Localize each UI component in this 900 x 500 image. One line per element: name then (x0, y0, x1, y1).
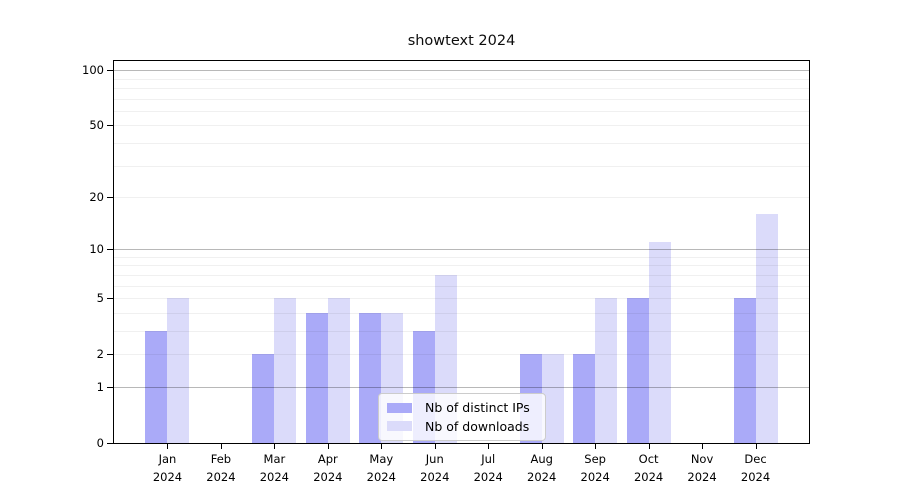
gridline-100 (114, 70, 809, 72)
x-tick-label-feb: Feb 2024 (206, 452, 236, 484)
bar-apr-downloads (327, 298, 350, 443)
gridline-70 (114, 98, 809, 100)
y-tick-label-2: 2 (96, 347, 104, 362)
y-tick-label-50: 50 (89, 118, 104, 133)
x-tick-label-nov: Nov 2024 (687, 452, 717, 484)
y-tick-5 (107, 298, 113, 300)
x-tick-label-oct: Oct 2024 (633, 452, 664, 484)
y-tick-2 (107, 354, 113, 356)
bar-oct-distinct-ips (626, 298, 649, 443)
gridline-40 (114, 142, 809, 144)
gridline-7 (114, 274, 809, 276)
gridline-6 (114, 285, 809, 287)
x-tick-nov (702, 444, 704, 449)
x-tick-label-aug: Aug 2024 (527, 452, 557, 484)
x-tick-label-jun: Jun 2024 (420, 452, 450, 484)
bar-oct-downloads (648, 242, 671, 443)
bar-jan-downloads (167, 298, 190, 443)
x-tick-mar (274, 444, 276, 449)
bar-aug-downloads (541, 354, 564, 443)
legend-swatch-downloads (387, 421, 412, 431)
gridline-8 (114, 265, 809, 267)
gridline-9 (114, 256, 809, 258)
legend: Nb of distinct IPs Nb of downloads (378, 393, 546, 441)
legend-swatch-distinct-ips (387, 403, 412, 413)
x-tick-dec (755, 444, 757, 449)
x-tick-sep (595, 444, 597, 449)
x-tick-aug (541, 444, 543, 449)
legend-entry-distinct-ips: Nb of distinct IPs (387, 400, 537, 415)
plot-area (113, 60, 810, 444)
gridline-1 (114, 386, 809, 388)
bar-apr-distinct-ips (305, 312, 328, 443)
bar-dec-downloads (755, 214, 778, 443)
x-tick-may (381, 444, 383, 449)
legend-label-downloads: Nb of downloads (425, 418, 530, 434)
y-tick-label-10: 10 (89, 242, 104, 257)
x-tick-label-may: May 2024 (366, 452, 396, 484)
x-tick-label-jan: Jan 2024 (152, 452, 183, 484)
y-tick-10 (107, 249, 113, 251)
gridline-3 (114, 330, 809, 332)
y-tick-0 (107, 443, 113, 444)
gridline-90 (114, 78, 809, 80)
x-tick-jan (167, 444, 169, 449)
bar-sep-downloads (595, 298, 618, 443)
gridline-20 (114, 197, 809, 198)
legend-entry-downloads: Nb of downloads (387, 419, 537, 434)
x-tick-oct (648, 444, 650, 449)
y-tick-label-0: 0 (96, 436, 104, 450)
chart-title: showtext 2024 (407, 33, 516, 49)
gridline-5 (114, 298, 809, 300)
x-tick-label-apr: Apr 2024 (313, 452, 343, 484)
gridline-80 (114, 87, 809, 89)
bar-mar-downloads (274, 298, 297, 443)
gridline-10 (114, 249, 809, 251)
bar-jan-distinct-ips (145, 331, 168, 443)
x-tick-feb (220, 444, 222, 449)
x-tick-label-dec: Dec 2024 (740, 452, 771, 484)
bar-sep-distinct-ips (573, 354, 596, 443)
gridline-60 (114, 110, 809, 112)
y-tick-label-1: 1 (96, 379, 104, 394)
x-tick-apr (327, 444, 329, 449)
x-tick-label-jul: Jul 2024 (473, 452, 503, 484)
y-tick-label-20: 20 (89, 190, 104, 204)
y-tick-100 (107, 70, 113, 72)
gridline-4 (114, 312, 809, 314)
y-tick-label-5: 5 (96, 291, 104, 306)
bar-may-distinct-ips (359, 312, 382, 443)
x-tick-jun (434, 444, 436, 449)
legend-label-distinct-ips: Nb of distinct IPs (425, 400, 530, 416)
bar-mar-distinct-ips (252, 354, 275, 443)
y-tick-1 (107, 386, 113, 388)
y-tick-50 (107, 125, 113, 127)
bar-dec-distinct-ips (733, 298, 756, 443)
gridline-30 (114, 165, 809, 167)
x-tick-label-mar: Mar 2024 (259, 452, 290, 484)
x-tick-label-sep: Sep 2024 (580, 452, 610, 484)
gridline-50 (114, 125, 809, 127)
y-tick-label-100: 100 (82, 63, 104, 78)
y-tick-20 (107, 197, 113, 198)
x-tick-jul (488, 444, 490, 449)
gridline-2 (114, 354, 809, 356)
